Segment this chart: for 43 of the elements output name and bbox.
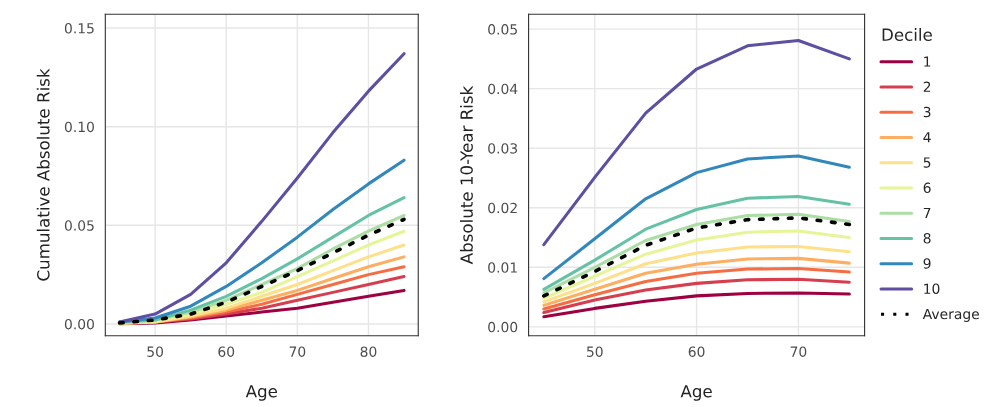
x-axis-title: Age [245, 385, 278, 401]
line-series [542, 266, 851, 311]
x-tick-label: 60 [688, 346, 705, 357]
y-tick-label: 0.00 [488, 321, 518, 333]
y-axis-title: Cumulative Absolute Risk [36, 68, 50, 281]
y-tick-label: 0.05 [488, 24, 517, 35]
line-series [542, 154, 851, 281]
legend-label: 5 [923, 157, 931, 168]
x-axis-title: Age [680, 385, 712, 401]
y-axis-title: Absolute 10-Year Risk [460, 85, 473, 265]
legend-label: 10 [924, 283, 940, 294]
y-tick-label: 0.05 [64, 220, 94, 231]
y-tick-label: 0.02 [488, 202, 517, 214]
legend-title: Decile [882, 28, 932, 41]
x-tick-label: 50 [147, 346, 164, 357]
y-tick-label: 0.01 [488, 262, 517, 273]
y-tick-label: 0.04 [488, 83, 518, 95]
legend-label: 2 [923, 81, 931, 92]
y-tick-label: 0.00 [64, 318, 94, 330]
x-tick-label: 70 [790, 346, 807, 357]
legend-label: 8 [923, 233, 931, 244]
legend-label: Average [922, 308, 979, 322]
x-tick-label: 80 [360, 346, 377, 357]
legend-label: 3 [923, 106, 931, 118]
legend-label: 7 [923, 207, 931, 219]
x-tick-label: 70 [289, 346, 306, 357]
line-series [542, 291, 851, 319]
line-series [542, 194, 851, 291]
line-series [542, 256, 851, 307]
legend-label: 6 [923, 182, 931, 194]
y-tick-label: 0.15 [64, 23, 94, 34]
legend-label: 4 [923, 132, 931, 143]
line-series [542, 229, 851, 300]
line-series [542, 277, 851, 315]
line-series [542, 38, 851, 247]
legend-label: 1 [924, 56, 931, 67]
y-tick-label: 0.03 [488, 143, 518, 154]
line-series [542, 244, 851, 304]
x-tick-label: 60 [218, 346, 235, 357]
legend-label: 9 [923, 258, 931, 269]
x-tick-label: 50 [587, 346, 603, 357]
line-series [118, 52, 406, 324]
y-tick-label: 0.10 [64, 121, 94, 133]
